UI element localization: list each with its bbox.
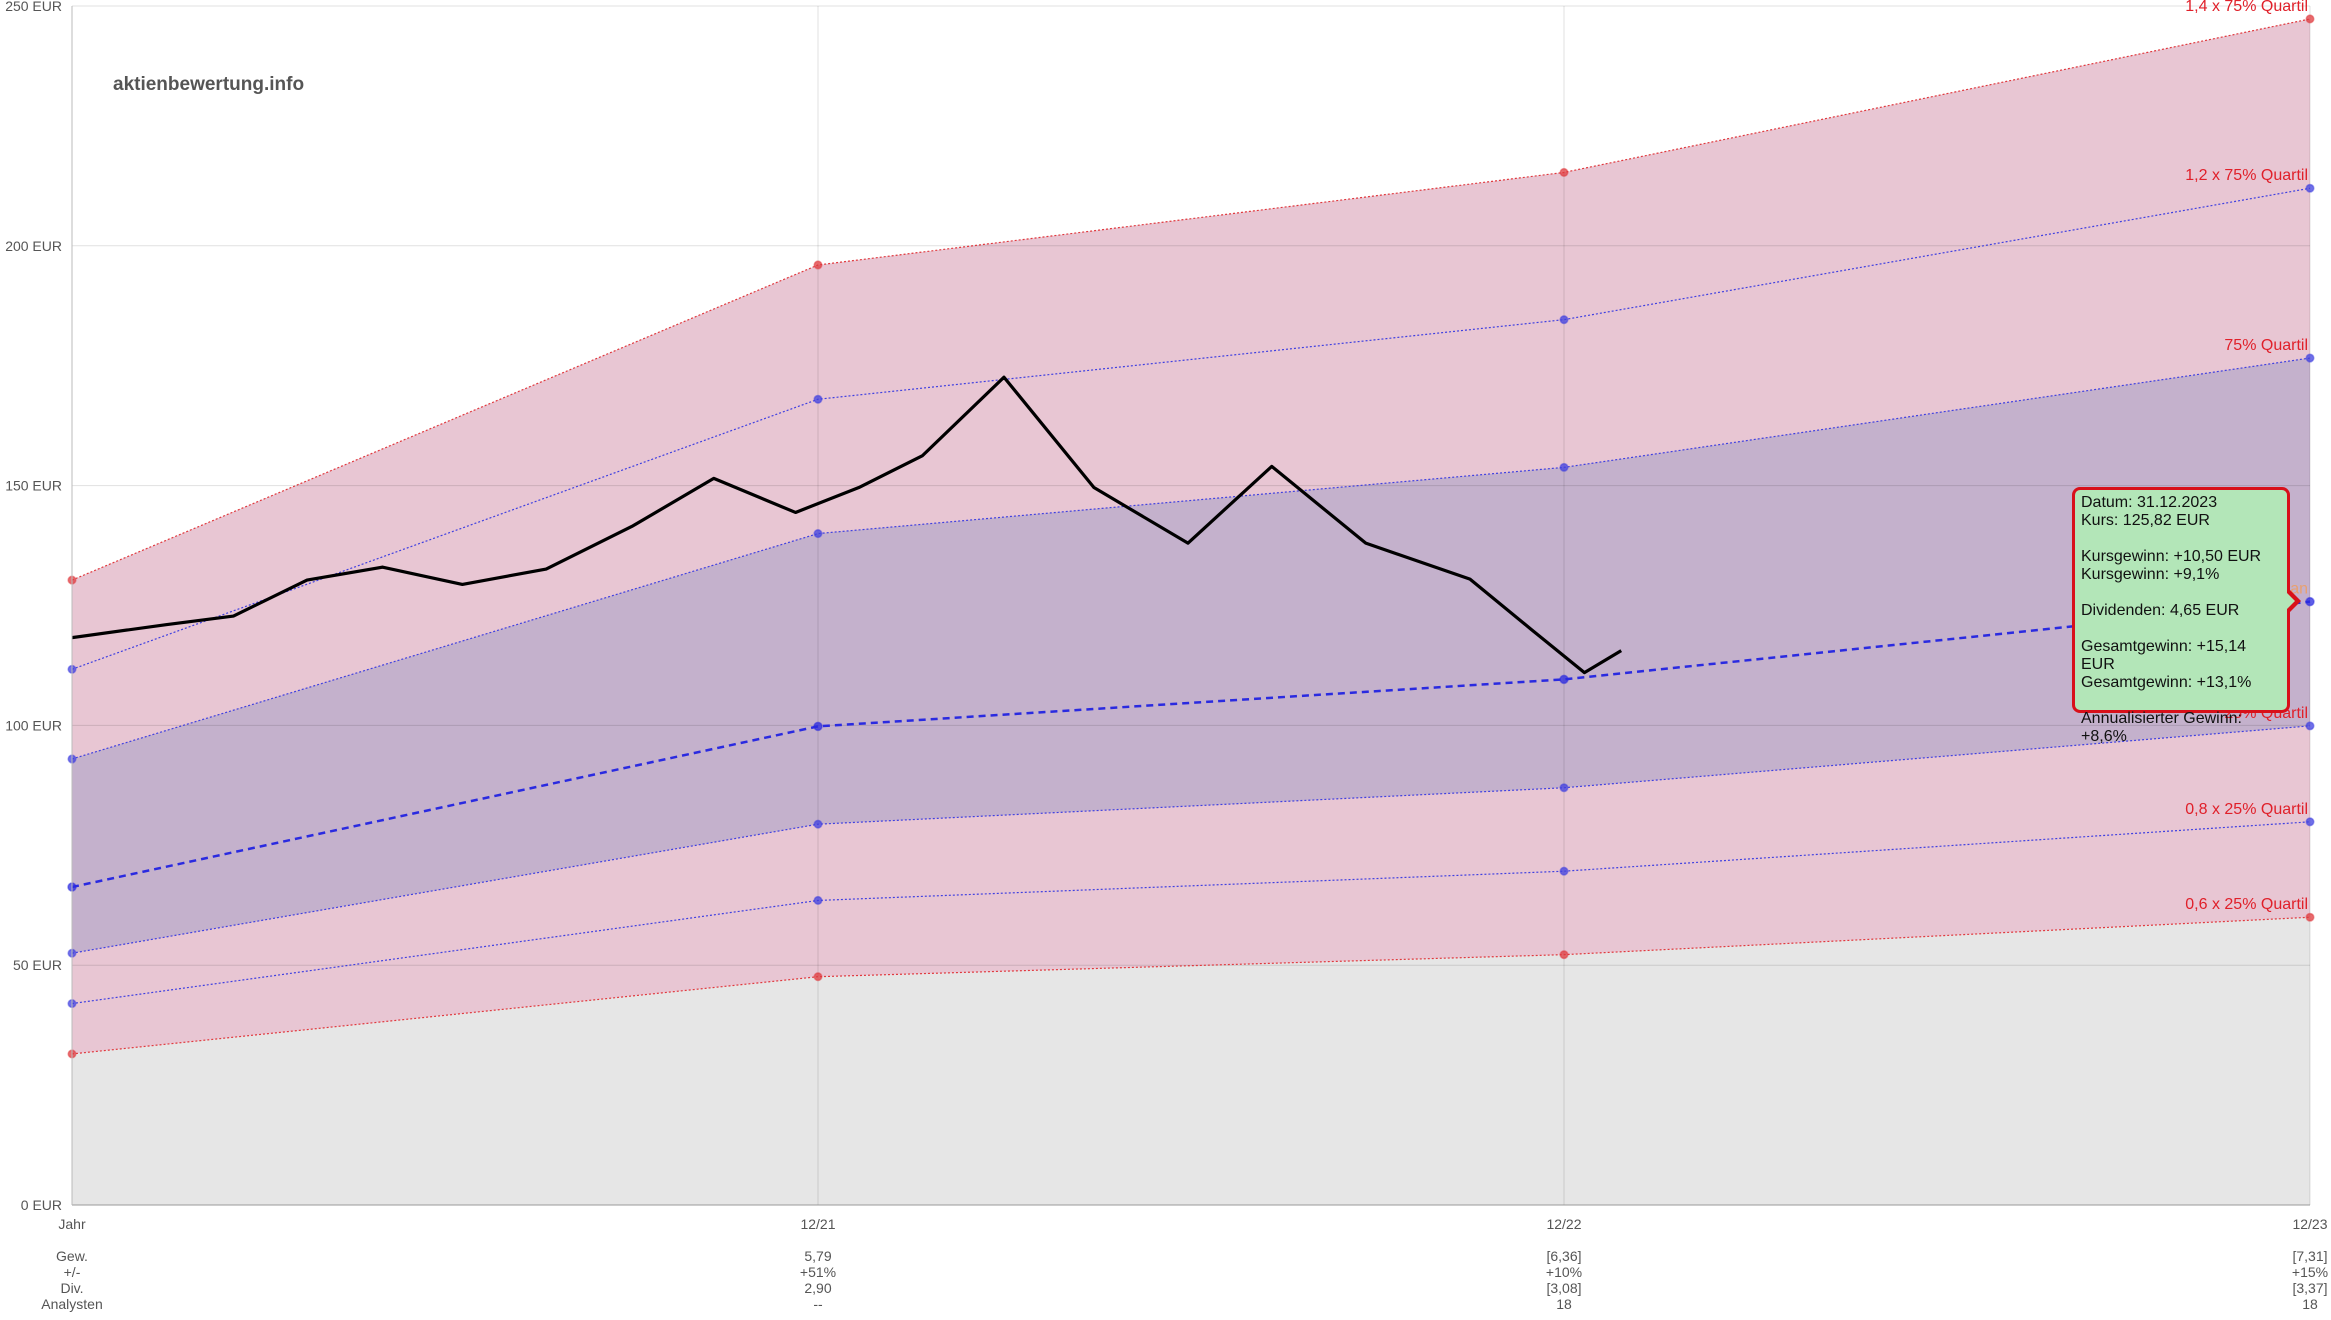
data-point xyxy=(813,819,823,829)
series-line xyxy=(71,821,2311,1005)
table-cell: [3,08] xyxy=(1546,1280,1581,1296)
data-point xyxy=(2305,183,2315,193)
tooltip-line: Annualisierter Gewinn: +8,6% xyxy=(2081,710,2242,745)
hover-tooltip: Datum: 31.12.2023 Kurs: 125,82 EUR Kursg… xyxy=(2072,487,2290,745)
series-label: 1,4 x 75% Quartil xyxy=(2185,0,2308,15)
series-label: 0,6 x 25% Quartil xyxy=(2185,896,2308,913)
data-point xyxy=(1559,783,1569,793)
tooltip-arrow xyxy=(2290,590,2301,612)
y-tick-label: 50 EUR xyxy=(13,957,62,973)
table-cell: [7,31] xyxy=(2292,1248,2327,1264)
data-point xyxy=(813,972,823,982)
tooltip-line: Kurs: 125,82 EUR xyxy=(2081,512,2210,529)
tooltip-line: Datum: 31.12.2023 xyxy=(2081,494,2218,511)
band-base-fill xyxy=(72,917,2310,1205)
table-cell: +15% xyxy=(2292,1264,2328,1280)
y-tick-label: 250 EUR xyxy=(5,0,62,14)
series-line xyxy=(71,916,2311,1055)
table-cell: [3,37] xyxy=(2292,1280,2327,1296)
table-cell: +10% xyxy=(1546,1264,1582,1280)
table-cell: 18 xyxy=(1556,1296,1572,1312)
tooltip-gap xyxy=(2081,692,2281,710)
data-point xyxy=(1559,315,1569,325)
tooltip-gap xyxy=(2081,530,2281,548)
table-cell: [6,36] xyxy=(1546,1248,1581,1264)
data-point xyxy=(813,529,823,539)
x-tick-label: Jahr xyxy=(58,1216,86,1232)
table-cell: 18 xyxy=(2302,1296,2318,1312)
data-point xyxy=(2305,14,2315,24)
data-point xyxy=(813,260,823,270)
y-tick-label: 100 EUR xyxy=(5,717,62,733)
table-row-label: Gew. xyxy=(56,1248,88,1264)
series-line xyxy=(71,600,2311,889)
data-point xyxy=(1559,866,1569,876)
table-cell: +51% xyxy=(800,1264,836,1280)
tooltip-gap xyxy=(2081,584,2281,602)
data-point xyxy=(813,895,823,906)
y-tick-label: 0 EUR xyxy=(21,1197,62,1213)
y-tick-label: 200 EUR xyxy=(5,238,62,254)
tooltip-line: Gesamtgewinn: +15,14 EUR xyxy=(2081,638,2246,673)
data-point xyxy=(1559,167,1569,177)
table-cell: 5,79 xyxy=(804,1248,831,1264)
tooltip-line: Gesamtgewinn: +13,1% xyxy=(2081,674,2252,691)
tooltip-line: Kursgewinn: +10,50 EUR xyxy=(2081,548,2262,565)
x-tick-label: 12/21 xyxy=(800,1216,835,1232)
series-line xyxy=(71,187,2311,670)
series-label: 0,8 x 25% Quartil xyxy=(2185,801,2308,818)
price-line xyxy=(71,375,1623,675)
data-point xyxy=(813,394,823,404)
data-point xyxy=(2305,912,2315,922)
data-point xyxy=(2305,817,2315,827)
table-cell: -- xyxy=(813,1296,823,1312)
axis-layer: 0 EUR 50 EUR 100 EUR 150 EUR 200 EUR 250 EUR J… xyxy=(5,0,2328,1232)
series-line xyxy=(71,18,2311,581)
x-tick-label: 12/22 xyxy=(1546,1216,1581,1232)
watermark-logo: aktienbewertung.info xyxy=(113,74,304,95)
data-point xyxy=(1559,462,1569,472)
table-row-label: Div. xyxy=(60,1280,83,1296)
bands-layer xyxy=(72,18,2310,1205)
table-row-label: Analysten xyxy=(41,1296,102,1312)
tooltip-gap xyxy=(2081,620,2281,638)
series-line xyxy=(71,357,2311,760)
y-tick-label: 150 EUR xyxy=(5,478,62,494)
series-lines-layer xyxy=(71,18,2311,1055)
series-label: 1,2 x 75% Quartil xyxy=(2185,167,2308,184)
band-quartile-fill xyxy=(72,358,2310,954)
table-row-label: +/- xyxy=(64,1264,81,1280)
points-layer xyxy=(67,14,2315,1059)
tooltip-line: Kursgewinn: +9,1% xyxy=(2081,566,2220,583)
data-point xyxy=(1559,950,1569,960)
tooltip-arrow-fill xyxy=(2287,593,2295,609)
data-point xyxy=(2305,353,2315,363)
data-point xyxy=(1559,674,1569,685)
data-point xyxy=(2305,596,2315,607)
table-layer: Gew.+/-Div.Analysten 5,79+51%2,90-- [6,36]… xyxy=(41,1248,2328,1312)
tooltip-line: Dividenden: 4,65 EUR xyxy=(2081,602,2240,619)
data-point xyxy=(2305,721,2315,731)
table-cell: 2,90 xyxy=(804,1280,831,1296)
x-tick-label: 12/23 xyxy=(2292,1216,2327,1232)
data-point xyxy=(813,721,823,732)
series-label: 75% Quartil xyxy=(2224,337,2308,354)
price-layer xyxy=(71,375,1623,675)
